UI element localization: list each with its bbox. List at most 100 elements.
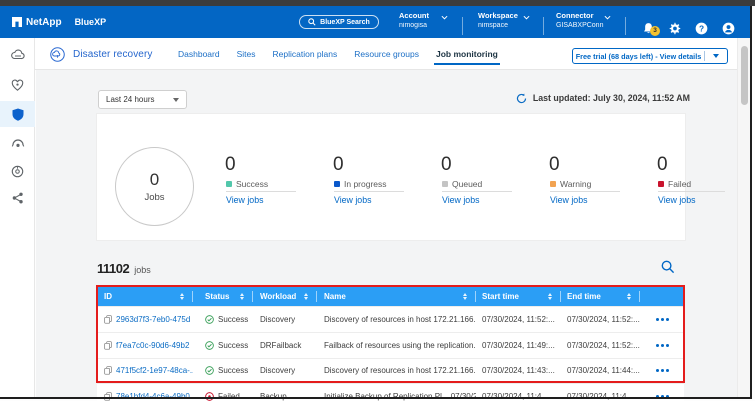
brand-product: BlueXP (74, 17, 107, 27)
table-search-icon[interactable] (661, 260, 675, 274)
free-trial-label: Free trial (68 days left) - View details (575, 51, 702, 61)
jobs-table: ID Status Workload Name Start time End t… (97, 287, 684, 401)
sort-icon[interactable] (240, 292, 244, 301)
tab-replication-plans[interactable]: Replication plans (272, 48, 338, 59)
account-label: Account (399, 11, 429, 20)
jobs-count-label: jobs (134, 265, 151, 275)
view-jobs-link-success[interactable]: View jobs (226, 194, 264, 205)
window-bottom-edge (0, 396, 752, 399)
tab-dashboard[interactable]: Dashboard (178, 48, 220, 59)
time-range-value: Last 24 hours (106, 95, 155, 104)
bluexp-search[interactable]: BlueXP Search (299, 15, 379, 29)
brand: NetApp BlueXP (12, 6, 106, 38)
button-divider (704, 51, 705, 61)
topbar-separator (462, 17, 463, 35)
search-icon (308, 18, 316, 26)
workspace-chevron-down-icon[interactable] (523, 15, 530, 20)
row-actions-icon[interactable] (655, 343, 669, 347)
copy-icon[interactable] (104, 366, 112, 376)
refresh-icon[interactable] (516, 93, 527, 104)
account-menu[interactable]: Account nimogisa (399, 11, 429, 33)
sidebar-item-storage[interactable] (0, 43, 35, 69)
column-header-end-time[interactable]: End time (561, 287, 640, 306)
user-button[interactable] (721, 21, 736, 36)
sidebar-item-governance[interactable] (0, 185, 35, 211)
job-id-link[interactable]: 2963d7f3-7eb0-475d (116, 314, 191, 324)
view-jobs-link-failed[interactable]: View jobs (658, 194, 696, 205)
sidebar-item-mobility[interactable] (0, 130, 35, 156)
sort-icon[interactable] (180, 292, 184, 301)
job-status: Success (218, 340, 249, 350)
stat-warning-label: Warning (560, 179, 592, 189)
user-icon (722, 22, 735, 34)
sidebar-item-health[interactable] (0, 72, 35, 98)
sort-icon[interactable] (548, 292, 552, 301)
netapp-logo-icon (12, 17, 22, 27)
sidebar-item-protection[interactable] (0, 101, 35, 127)
success-check-icon (205, 315, 214, 324)
compass-icon (11, 165, 24, 177)
sidebar-item-extensions[interactable] (0, 158, 35, 184)
column-header-start-time[interactable]: Start time (476, 287, 561, 306)
storage-icon (10, 49, 25, 60)
job-end-time: 07/30/2024, 11:52:... (567, 314, 640, 324)
jobs-count-heading: 11102 jobs (97, 261, 151, 276)
topbar-separator (625, 17, 626, 35)
job-workload: Discovery (260, 314, 296, 324)
gear-icon (669, 22, 681, 34)
topbar: NetApp BlueXP BlueXP Search Account nimo… (0, 6, 750, 38)
stat-success-value: 0 (225, 154, 236, 175)
stat-in-progress-label: In progress (344, 179, 387, 189)
copy-icon[interactable] (104, 340, 112, 350)
workspace-menu[interactable]: Workspace nimspace (478, 11, 518, 33)
share-nodes-icon (12, 192, 23, 204)
vertical-scrollbar[interactable] (737, 38, 750, 397)
trial-chevron-down-icon[interactable] (705, 54, 727, 58)
stat-queued-label: Queued (452, 179, 483, 189)
tab-job-monitoring[interactable]: Job monitoring (433, 38, 500, 69)
job-id-link[interactable]: f7ea7c0c-90d6-49b2 (116, 340, 190, 350)
connector-value: GISABXPConn (556, 22, 604, 29)
success-check-icon (205, 340, 214, 350)
tab-resource-groups[interactable]: Resource groups (354, 48, 419, 59)
sort-icon[interactable] (304, 292, 308, 301)
job-start-time: 07/30/2024, 11:52:... (482, 314, 555, 324)
column-header-status[interactable]: Status (193, 287, 253, 306)
view-jobs-link-warning[interactable]: View jobs (550, 194, 588, 205)
view-jobs-link-queued[interactable]: View jobs (442, 194, 480, 205)
connector-menu[interactable]: Connector GISABXPConn (556, 11, 603, 33)
job-name: Failback of resources using the replicat… (324, 340, 476, 350)
stat-divider (658, 191, 725, 192)
last-updated-text: Last updated: July 30, 2024, 11:52 AM (532, 93, 690, 103)
jobs-total-value: 0 (149, 169, 160, 189)
row-actions-icon[interactable] (655, 369, 669, 373)
window-top-edge (0, 0, 755, 6)
job-workload: Discovery (260, 366, 296, 376)
connector-chevron-down-icon[interactable] (604, 15, 611, 20)
help-button[interactable]: ? (694, 21, 709, 36)
time-range-select[interactable]: Last 24 hours (98, 90, 187, 109)
view-jobs-link-in-progress[interactable]: View jobs (334, 194, 372, 205)
sort-icon[interactable] (463, 292, 467, 301)
settings-button[interactable] (667, 21, 682, 36)
column-header-actions (640, 287, 684, 306)
stat-divider (442, 191, 512, 192)
job-id-link[interactable]: 471f5cf2-1e97-48ca-... (116, 366, 193, 376)
service-title: Disaster recovery (50, 38, 153, 70)
row-actions-icon[interactable] (655, 317, 669, 321)
scrollbar-thumb[interactable] (740, 46, 748, 105)
tab-sites[interactable]: Sites (236, 48, 256, 59)
jobs-count: 11102 (97, 261, 130, 276)
column-header-workload[interactable]: Workload (253, 287, 317, 306)
column-header-id[interactable]: ID (97, 287, 193, 306)
last-updated: Last updated: July 30, 2024, 11:52 AM (430, 91, 690, 105)
sort-icon[interactable] (627, 292, 631, 301)
help-icon: ? (695, 22, 708, 34)
heart-icon (11, 79, 24, 91)
copy-icon[interactable] (104, 315, 112, 324)
free-trial-button[interactable]: Free trial (68 days left) - View details (572, 48, 728, 64)
account-chevron-down-icon[interactable] (441, 15, 448, 20)
job-start-time: 07/30/2024, 11:43:... (482, 366, 555, 376)
failed-swatch (658, 181, 664, 187)
column-header-name[interactable]: Name (317, 287, 476, 306)
